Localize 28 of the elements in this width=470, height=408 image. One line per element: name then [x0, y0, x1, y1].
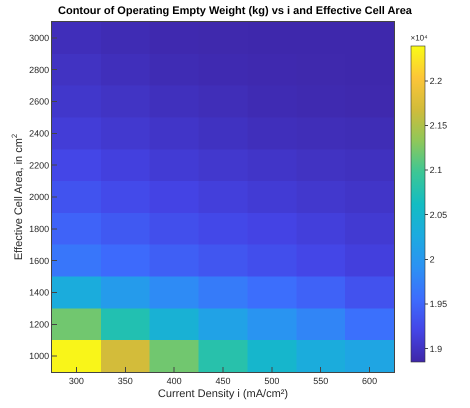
x-tick-label: 300 [68, 376, 84, 386]
x-tick-label: 400 [166, 376, 182, 386]
y-tick-label: 1000 [29, 351, 50, 362]
y-tick-label: 1600 [29, 256, 50, 266]
y-tick-label: 2400 [29, 128, 50, 139]
color-bar-title: ×10⁴ [410, 34, 428, 43]
y-tick-label: 1200 [29, 319, 50, 330]
color-bar-label: 2.2 [430, 76, 442, 86]
chart-title: Contour of Operating Empty Weight (kg) vs i and Effective Cell Area [58, 4, 413, 17]
x-tick-label: 450 [215, 376, 231, 386]
y-tick-label: 2200 [29, 160, 50, 170]
x-tick-label: 350 [118, 376, 133, 386]
y-tick-label: 2000 [29, 192, 50, 202]
y-tick-label: 1800 [29, 224, 50, 234]
y-tick-label: 2600 [29, 96, 50, 107]
x-tick-label: 550 [313, 376, 328, 386]
color-bar-label: 2.1 [430, 165, 442, 176]
y-tick-label: 2800 [29, 64, 50, 75]
color-bar-label: 1.95 [430, 299, 448, 310]
color-bar-label: 1.9 [430, 344, 442, 354]
color-bar-label: 2.05 [430, 210, 448, 220]
color-bar-label: 2 [430, 254, 435, 264]
y-tick-label: 3000 [29, 33, 50, 44]
y-tick-label: 1400 [29, 288, 50, 298]
x-tick-label: 600 [362, 376, 378, 386]
x-tick-label: 500 [264, 376, 280, 386]
x-axis-title: Current Density i (mA/cm²) [158, 388, 288, 400]
color-bar-label: 2.15 [430, 120, 448, 131]
